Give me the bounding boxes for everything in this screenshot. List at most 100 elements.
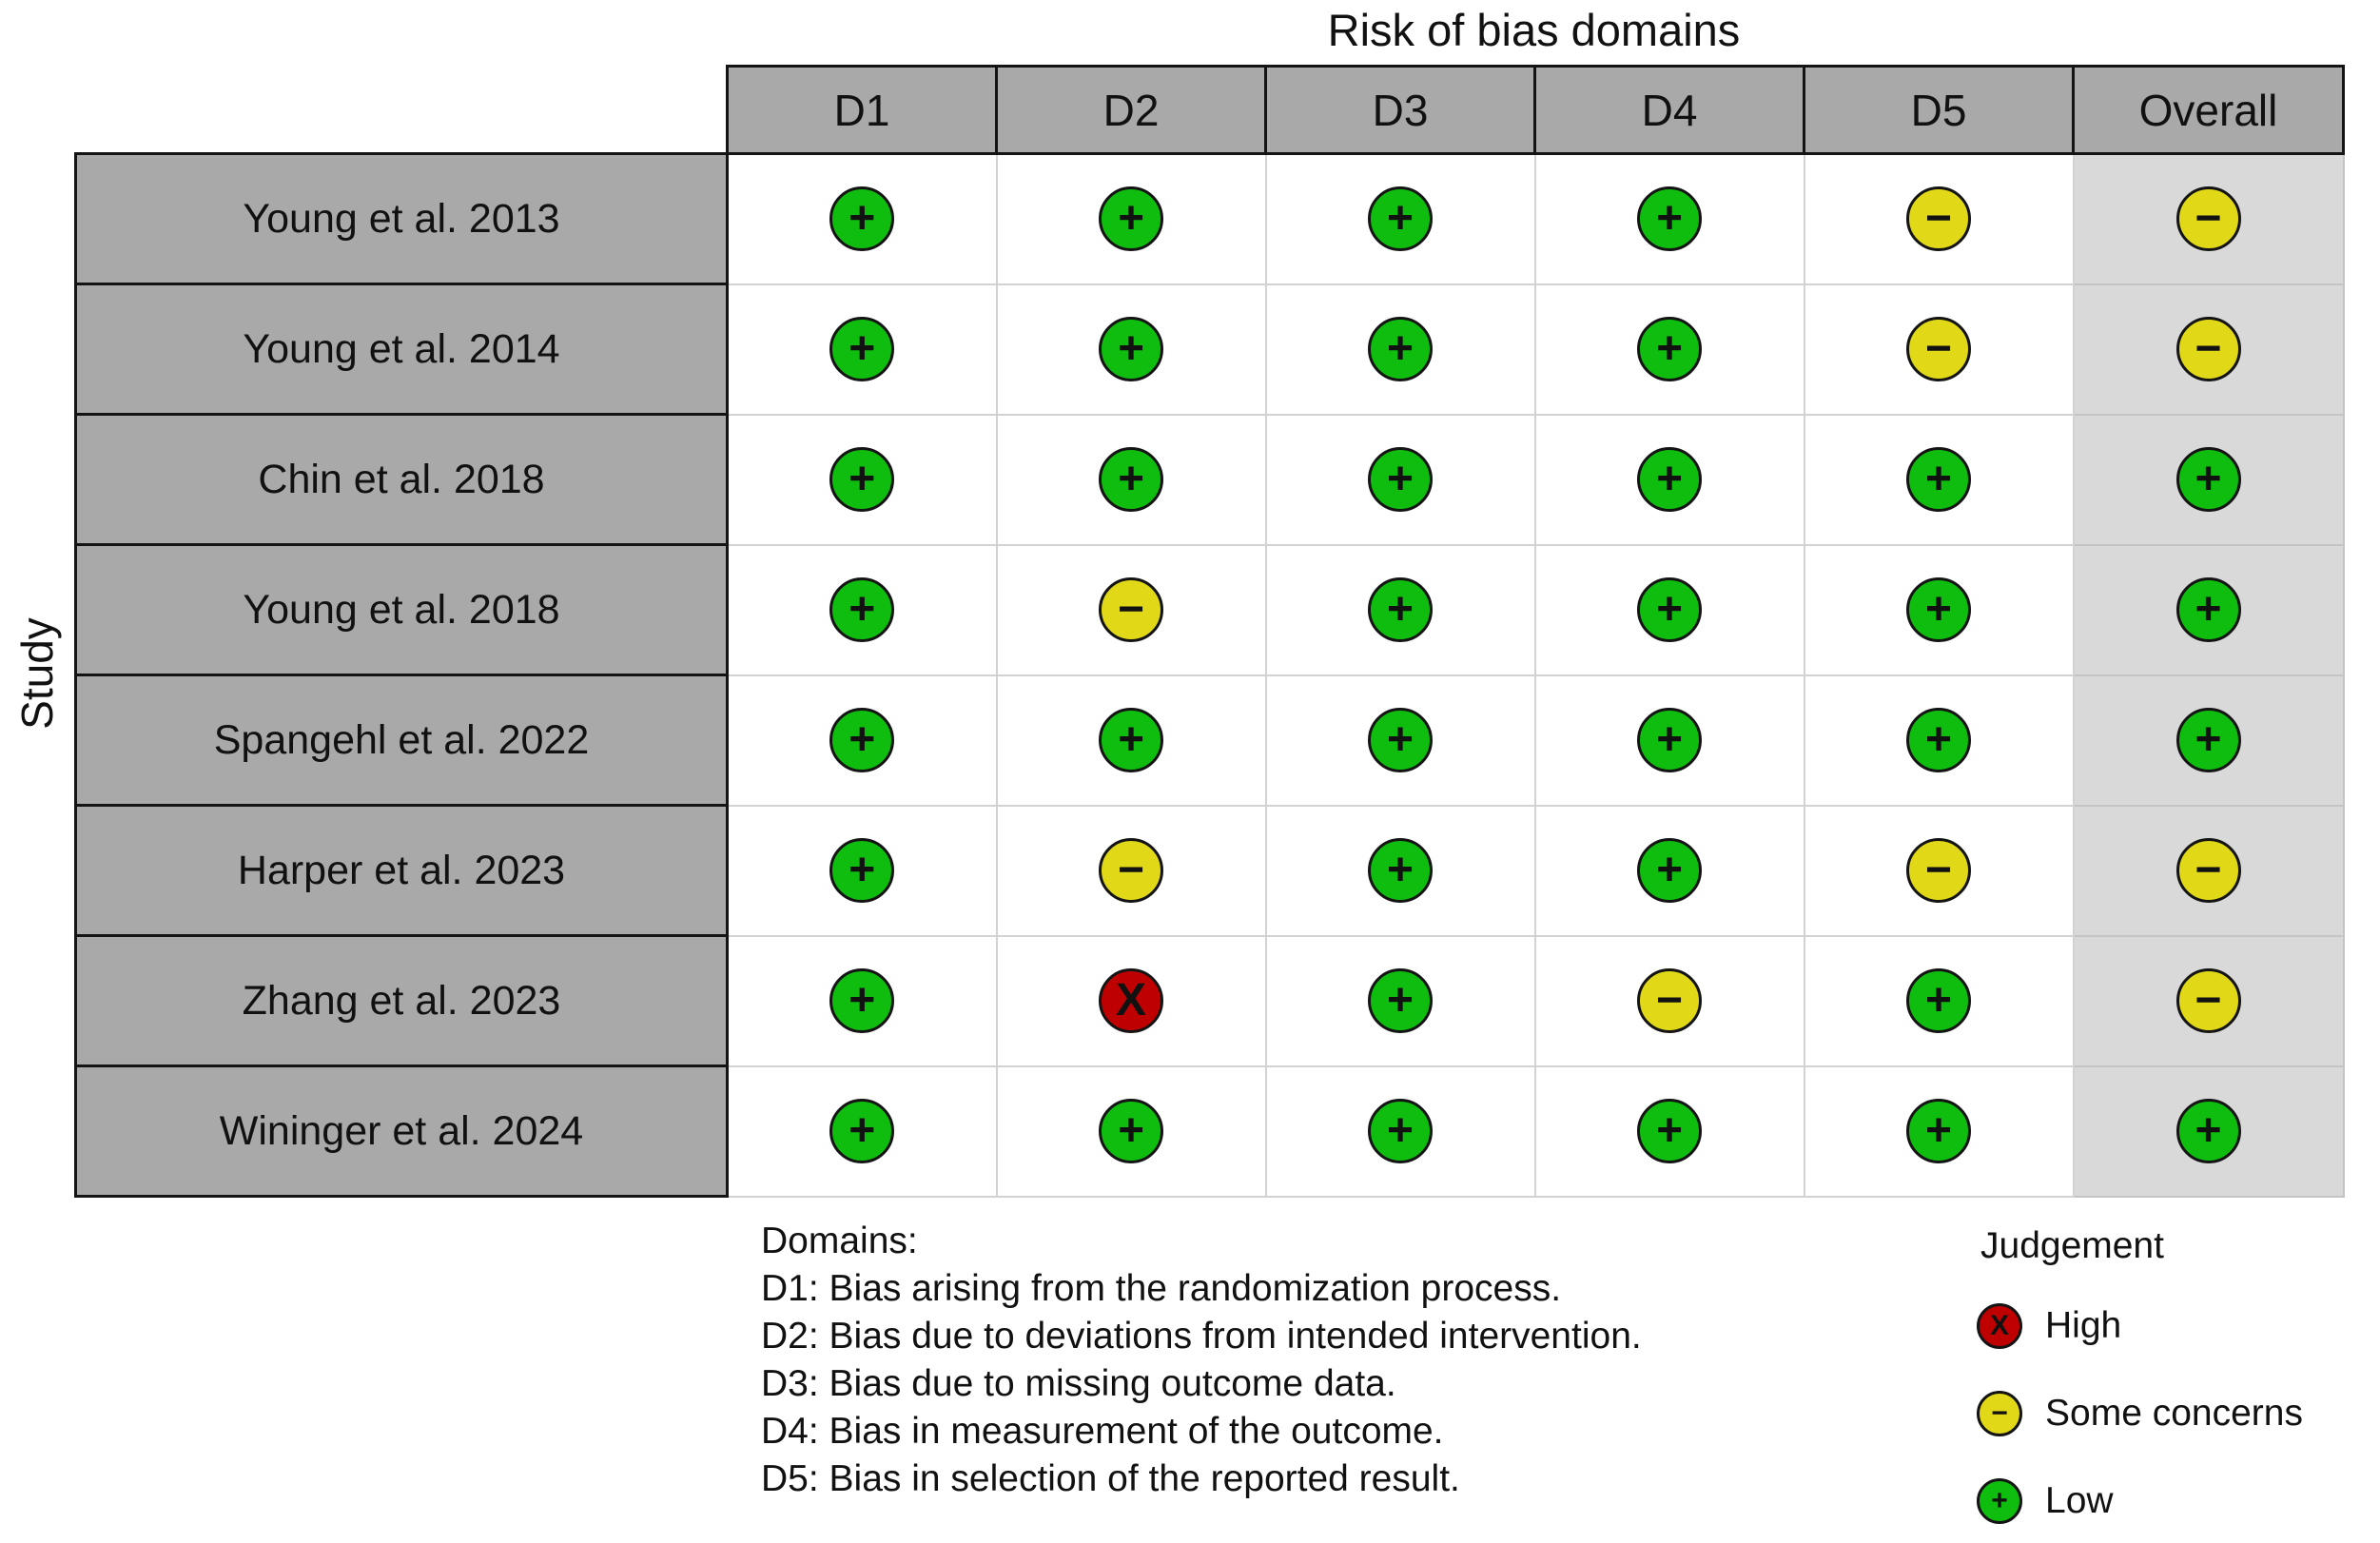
column-header-overall: Overall (2072, 65, 2345, 155)
judgement-some-concerns-icon: − (1906, 186, 1971, 252)
table-row: Young et al. 2018 + − + + + + (74, 543, 2345, 676)
judgement-low-icon: + (829, 186, 895, 252)
judgement-cell-d4: + (1533, 413, 1805, 546)
judgement-cell-d1: + (726, 674, 998, 807)
corner-spacer (75, 66, 728, 154)
judgement-cell-d3: + (1264, 283, 1536, 416)
judgement-cell-overall: + (2072, 674, 2345, 807)
judgement-low-icon: + (1368, 577, 1433, 642)
y-axis-label-text: Study (12, 617, 63, 730)
judgement-cell-d1: + (726, 152, 998, 285)
column-header-d2: D2 (995, 65, 1267, 155)
judgement-low-icon: + (1637, 838, 1702, 903)
judgement-cell-d4: + (1533, 543, 1805, 676)
judgement-low-icon: + (1368, 708, 1433, 772)
judgement-cell-d2: + (995, 413, 1267, 546)
judgement-cell-d5: + (1803, 413, 2075, 546)
judgement-some-concerns-icon: − (2175, 968, 2241, 1033)
judgement-low-icon: + (1906, 1099, 1971, 1163)
judgement-low-icon: + (829, 577, 895, 642)
column-header-d4: D4 (1533, 65, 1805, 155)
judgement-low-icon: + (1099, 447, 1163, 512)
legend-high-icon: X (1977, 1303, 2022, 1349)
judgement-cell-overall: − (2072, 283, 2345, 416)
judgement-low-icon: + (1368, 317, 1433, 381)
footnote-line: D5: Bias in selection of the reported re… (761, 1458, 1460, 1499)
judgement-cell-d5: + (1803, 543, 2075, 676)
footnote-heading: Domains: (761, 1221, 918, 1261)
legend-low-icon: + (1977, 1478, 2022, 1524)
domain-footnotes: Domains: D1: Bias arising from the rando… (761, 1218, 1642, 1503)
legend-title: Judgement (1980, 1225, 2164, 1266)
judgement-low-icon: + (1368, 838, 1433, 903)
judgement-cell-d5: − (1803, 283, 2075, 416)
judgement-low-icon: + (1906, 708, 1971, 772)
rob-table: D1 D2 D3 D4 D5 Overall Young et al. 2013 + + + + −… (74, 65, 2345, 1198)
study-label: Young et al. 2014 (74, 283, 729, 416)
judgement-low-icon: + (829, 1099, 895, 1163)
footnote-line: D1: Bias arising from the randomization … (761, 1268, 1562, 1309)
judgement-cell-overall: + (2072, 413, 2345, 546)
judgement-cell-d1: + (726, 934, 998, 1067)
judgement-cell-d2: + (995, 283, 1267, 416)
judgement-low-icon: + (1637, 1099, 1702, 1163)
judgement-cell-d3: + (1264, 543, 1536, 676)
judgement-cell-d3: + (1264, 804, 1536, 937)
judgement-cell-d4: + (1533, 1064, 1805, 1198)
table-row: Young et al. 2013 + + + + − − (74, 152, 2345, 285)
legend-label: Low (2045, 1480, 2114, 1521)
judgement-low-icon: + (1368, 1099, 1433, 1163)
judgement-low-icon: + (2175, 577, 2241, 642)
column-header-d3: D3 (1264, 65, 1536, 155)
judgement-low-icon: + (2175, 1099, 2241, 1163)
table-row: Chin et al. 2018 + + + + + + (74, 413, 2345, 546)
legend: Judgement X High − Some concerns + Low (1977, 1225, 2303, 1530)
judgement-some-concerns-icon: − (1099, 838, 1163, 903)
judgement-cell-d2: − (995, 804, 1267, 937)
y-axis-label: Study (0, 152, 74, 1195)
judgement-cell-overall: − (2072, 152, 2345, 285)
judgement-some-concerns-icon: − (1906, 317, 1971, 381)
legend-label: High (2045, 1305, 2122, 1346)
judgement-cell-d2: − (995, 543, 1267, 676)
judgement-low-icon: + (1368, 186, 1433, 252)
judgement-low-icon: + (829, 968, 895, 1033)
judgement-cell-d5: − (1803, 804, 2075, 937)
study-label: Young et al. 2013 (74, 152, 729, 285)
table-header-row: D1 D2 D3 D4 D5 Overall (75, 65, 2345, 155)
table-row: Zhang et al. 2023 + X + − + − (74, 934, 2345, 1067)
judgement-cell-d1: + (726, 283, 998, 416)
footnote-line: D4: Bias in measurement of the outcome. (761, 1411, 1444, 1452)
judgement-low-icon: + (2175, 708, 2241, 772)
judgement-some-concerns-icon: − (1099, 577, 1163, 642)
judgement-low-icon: + (1637, 708, 1702, 772)
legend-item-some-concerns: − Some concerns (1977, 1385, 2303, 1442)
judgement-cell-d2: + (995, 152, 1267, 285)
judgement-some-concerns-icon: − (2175, 186, 2241, 252)
footnote-line: D3: Bias due to missing outcome data. (761, 1363, 1396, 1404)
judgement-cell-d1: + (726, 1064, 998, 1198)
judgement-low-icon: + (829, 838, 895, 903)
judgement-low-icon: + (829, 708, 895, 772)
judgement-cell-d5: − (1803, 152, 2075, 285)
judgement-low-icon: + (1099, 1099, 1163, 1163)
judgement-low-icon: + (2175, 447, 2241, 512)
table-row: Wininger et al. 2024 + + + + + + (74, 1064, 2345, 1198)
judgement-low-icon: + (829, 317, 895, 381)
judgement-cell-d1: + (726, 543, 998, 676)
column-header-d1: D1 (726, 65, 998, 155)
judgement-low-icon: + (1099, 708, 1163, 772)
judgement-some-concerns-icon: − (1906, 838, 1971, 903)
judgement-low-icon: + (1099, 317, 1163, 381)
judgement-low-icon: + (1637, 186, 1702, 252)
table-row: Harper et al. 2023 + − + + − − (74, 804, 2345, 937)
study-label: Chin et al. 2018 (74, 413, 729, 546)
judgement-some-concerns-icon: − (2175, 838, 2241, 903)
footnote-line: D2: Bias due to deviations from intended… (761, 1316, 1642, 1357)
judgement-cell-d1: + (726, 413, 998, 546)
judgement-cell-d4: + (1533, 674, 1805, 807)
judgement-cell-d3: + (1264, 674, 1536, 807)
judgement-low-icon: + (1637, 447, 1702, 512)
judgement-low-icon: + (1906, 968, 1971, 1033)
